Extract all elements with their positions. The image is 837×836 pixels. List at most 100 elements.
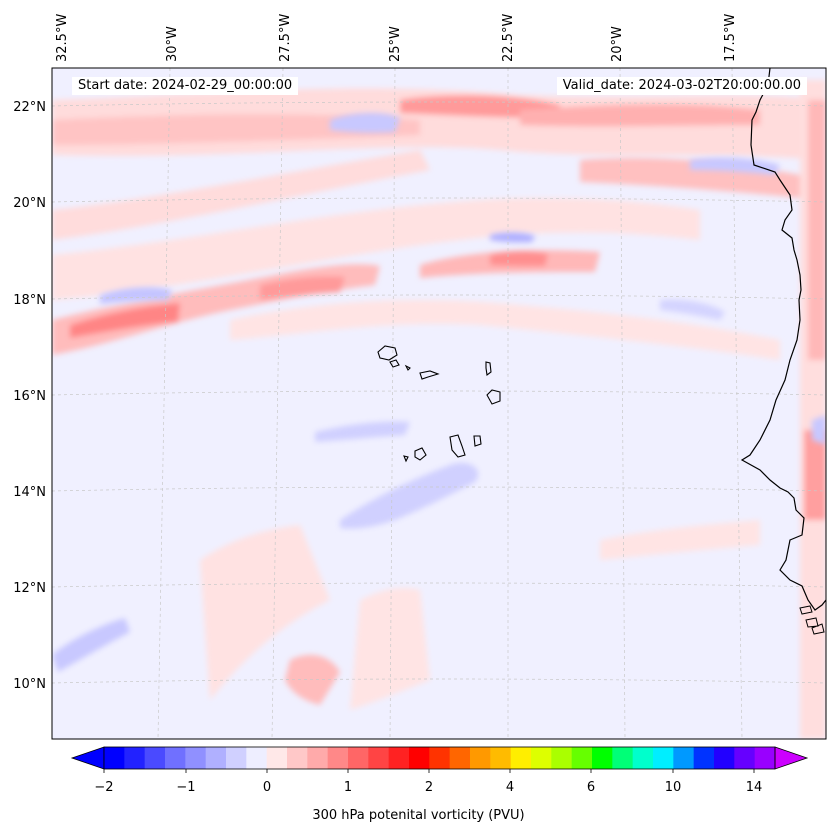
latitude-labels: 22°N 20°N 18°N 16°N 14°N 12°N 10°N (13, 100, 46, 692)
lat-label: 16°N (13, 389, 46, 404)
island-boa-vista (486, 389, 501, 405)
bijagos-islands (799, 605, 825, 635)
colorbar-cell (327, 747, 349, 769)
colorbar-cell (714, 747, 735, 769)
island-santiago (449, 434, 466, 458)
colorbar-cell (144, 747, 166, 769)
pv-blob (100, 287, 172, 304)
map-border (51, 67, 827, 740)
colorbar-cell (205, 747, 227, 769)
colorbar-cell (246, 747, 268, 769)
gridline-lon-20w (619, 68, 626, 739)
gridline-lon-25w (389, 68, 396, 739)
gridline-lat-14n (52, 486, 826, 492)
lat-label: 10°N (13, 677, 46, 692)
island-fogo (414, 447, 427, 461)
lat-label: 14°N (13, 485, 46, 500)
pv-positive-field (52, 80, 826, 739)
colorbar-cell (693, 747, 715, 769)
colorbar-tick-label: 10 (665, 780, 682, 795)
colorbar-tick-label: 2 (425, 780, 433, 795)
colorbar-cell (226, 747, 247, 769)
colorbar-cell (490, 747, 512, 769)
colorbar-cell (531, 747, 552, 769)
gridline-lat-22n (52, 101, 826, 107)
pv-band (200, 525, 330, 700)
pv-band (70, 303, 180, 338)
colorbar-tick-label: −2 (94, 780, 113, 795)
colorbar-tick-label: 6 (587, 780, 595, 795)
lon-label: 25°W (388, 26, 403, 62)
colorbar-tick-label: 0 (263, 780, 271, 795)
pv-blob (490, 232, 535, 243)
pv-blob (812, 415, 826, 445)
pv-negative-field (52, 112, 826, 672)
gridline-lon-30w (157, 68, 171, 739)
island-sao-nicolau (419, 370, 440, 380)
colorbar-cell (510, 747, 532, 769)
gridline-lat-16n (52, 390, 826, 396)
pv-band (490, 251, 548, 266)
gridline-lat-18n (52, 294, 826, 300)
gridline-lat-12n (52, 582, 826, 588)
island-sal (485, 361, 492, 376)
colorbar-cell (307, 747, 329, 769)
gridline-lat-10n (52, 678, 826, 684)
colorbar-cell (287, 747, 308, 769)
colorbar-cell (470, 747, 491, 769)
pv-band (520, 104, 760, 127)
island-santa-luzia (404, 364, 411, 371)
colorbar-cell (104, 747, 125, 769)
pv-band (285, 654, 340, 705)
pv-blob (315, 421, 410, 442)
colorbar-cell (673, 747, 695, 769)
pv-band (52, 198, 700, 300)
pv-blob (52, 618, 130, 672)
graticule (52, 68, 826, 739)
pv-blob (340, 462, 479, 529)
longitude-labels: 32.5°W 30°W 27.5°W 25°W 22.5°W 20°W 17.5… (55, 14, 738, 62)
gridline-lon-17.5w (731, 68, 743, 739)
colorbar-cell (165, 747, 186, 769)
colorbar-cell (632, 747, 654, 769)
pv-band (230, 300, 780, 360)
colorbar-ticks (103, 769, 755, 773)
lon-label: 27.5°W (278, 14, 293, 62)
colorbar-cell (653, 747, 674, 769)
lon-label: 22.5°W (501, 14, 516, 62)
pv-band (52, 114, 420, 145)
island-maio (473, 435, 482, 447)
colorbar-cell (266, 747, 288, 769)
island-santo-antao (377, 345, 398, 361)
colorbar-cell (734, 747, 756, 769)
pv-band (350, 588, 430, 710)
colorbar-tick-label: 4 (506, 780, 514, 795)
colorbar-tick-label: −1 (176, 780, 195, 795)
colorbar-tick-labels: −2 −1 0 1 2 4 6 10 14 (94, 780, 762, 795)
pv-blob (660, 299, 725, 320)
pv-band (804, 430, 826, 520)
colorbar-title: 300 hPa potenital vorticity (PVU) (312, 808, 525, 823)
lon-label: 30°W (165, 26, 180, 62)
colorbar-cell (754, 747, 776, 769)
colorbar-cell (429, 747, 451, 769)
colorbar-over-arrow (774, 746, 809, 770)
colorbar: −2 −1 0 1 2 4 6 10 14 (70, 746, 809, 795)
cape-verde-islands (377, 345, 501, 463)
map-area (52, 68, 826, 739)
lat-label: 12°N (13, 581, 46, 596)
colorbar-cell (348, 747, 369, 769)
colorbar-under-arrow (70, 746, 105, 770)
pv-band (600, 520, 760, 560)
gridline-lon-27.5w (271, 68, 284, 739)
colorbar-outline (103, 746, 776, 770)
colorbar-cell (185, 747, 207, 769)
colorbar-cells (104, 747, 776, 769)
pv-band (52, 150, 430, 240)
valid-date-label: Valid_date: 2024-03-02T20:00:00.00 (556, 77, 807, 95)
colorbar-cell (368, 747, 390, 769)
colorbar-cell (551, 747, 573, 769)
lon-label: 17.5°W (723, 14, 738, 62)
lat-label: 20°N (13, 196, 46, 211)
lon-label: 32.5°W (55, 14, 70, 62)
